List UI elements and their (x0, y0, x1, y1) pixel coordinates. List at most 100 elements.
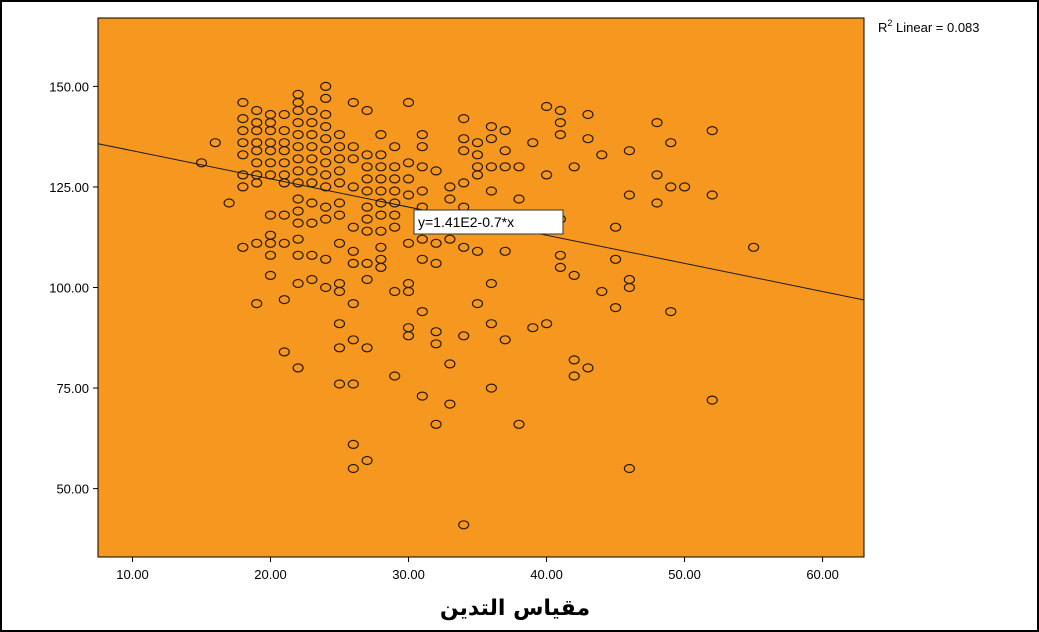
data-point (499, 126, 511, 136)
x-tick-label: 20.00 (254, 567, 287, 582)
data-point (320, 121, 332, 132)
equation-box (413, 209, 564, 235)
data-point (416, 186, 428, 196)
data-point (402, 286, 415, 297)
y-tick-label: 100.00 (49, 281, 89, 296)
data-point (237, 113, 249, 124)
data-point (292, 142, 304, 152)
data-point (347, 299, 359, 309)
data-point (237, 242, 249, 252)
data-point (444, 182, 456, 192)
data-point (361, 150, 373, 160)
data-point (306, 117, 318, 128)
data-point (237, 126, 249, 136)
data-point (264, 270, 277, 280)
data-point (430, 339, 442, 349)
data-point (195, 158, 208, 168)
data-point (485, 319, 497, 329)
data-point (361, 455, 373, 466)
r2-superscript: 2 (887, 18, 892, 28)
data-point (389, 286, 401, 297)
data-point (278, 158, 290, 168)
data-point (375, 198, 387, 208)
data-point (347, 142, 359, 152)
data-point (471, 299, 484, 309)
data-point (375, 174, 387, 184)
data-point (485, 134, 497, 144)
data-point (292, 206, 304, 216)
data-point (402, 158, 415, 168)
data-point (706, 395, 718, 405)
data-point (320, 158, 332, 168)
data-point (623, 146, 636, 156)
data-point (389, 210, 401, 220)
data-point (333, 379, 346, 389)
data-point (292, 194, 304, 204)
data-point (623, 463, 636, 474)
data-point (361, 343, 373, 353)
data-point (389, 222, 401, 232)
data-point (540, 319, 553, 329)
data-point (651, 170, 663, 180)
data-point (251, 158, 263, 168)
data-point (278, 126, 290, 136)
data-point (251, 238, 263, 248)
data-point (347, 335, 359, 345)
data-point (554, 130, 567, 140)
data-point (458, 178, 470, 188)
data-point (416, 162, 428, 172)
data-point (278, 146, 290, 156)
x-tick-label: 50.00 (668, 567, 701, 582)
data-point (485, 121, 497, 132)
data-point (292, 278, 304, 289)
data-point (582, 109, 594, 120)
y-tick-label: 75.00 (56, 381, 89, 396)
data-point (402, 190, 415, 200)
data-point (264, 250, 277, 260)
y-tick-label: 150.00 (49, 79, 89, 94)
data-point (347, 439, 359, 449)
data-point (402, 174, 415, 184)
data-point (292, 178, 304, 188)
data-point (375, 226, 387, 236)
x-axis-label: مقياس التدين (440, 596, 590, 621)
data-point (333, 154, 346, 164)
data-point (623, 190, 636, 200)
data-point (320, 146, 332, 156)
data-point (361, 105, 373, 116)
data-point (678, 182, 691, 192)
data-point (347, 97, 359, 108)
data-point (430, 258, 442, 268)
data-point (223, 198, 235, 208)
data-point (499, 246, 511, 256)
data-point (306, 218, 318, 228)
data-point (458, 242, 470, 252)
x-tick-label: 60.00 (806, 567, 839, 582)
data-point (458, 113, 470, 124)
data-point (333, 130, 346, 140)
data-point (333, 210, 346, 220)
data-point (444, 234, 456, 244)
data-point (582, 134, 594, 144)
data-point (513, 419, 525, 429)
fit-equation: y=1.41E2-0.7*x (418, 214, 514, 230)
data-point (264, 210, 277, 220)
data-point (416, 254, 428, 264)
data-point (389, 186, 401, 196)
data-point (292, 130, 304, 140)
data-point (333, 319, 346, 329)
data-point (237, 138, 249, 148)
data-point (458, 331, 470, 341)
data-point (251, 146, 263, 156)
data-point (471, 150, 484, 160)
data-point (306, 250, 318, 260)
data-point (320, 134, 332, 144)
data-point (237, 170, 249, 180)
data-point (320, 254, 332, 264)
data-point (651, 198, 663, 208)
data-point (513, 162, 525, 172)
data-points (195, 81, 760, 530)
data-point (347, 182, 359, 192)
data-point (361, 186, 373, 196)
